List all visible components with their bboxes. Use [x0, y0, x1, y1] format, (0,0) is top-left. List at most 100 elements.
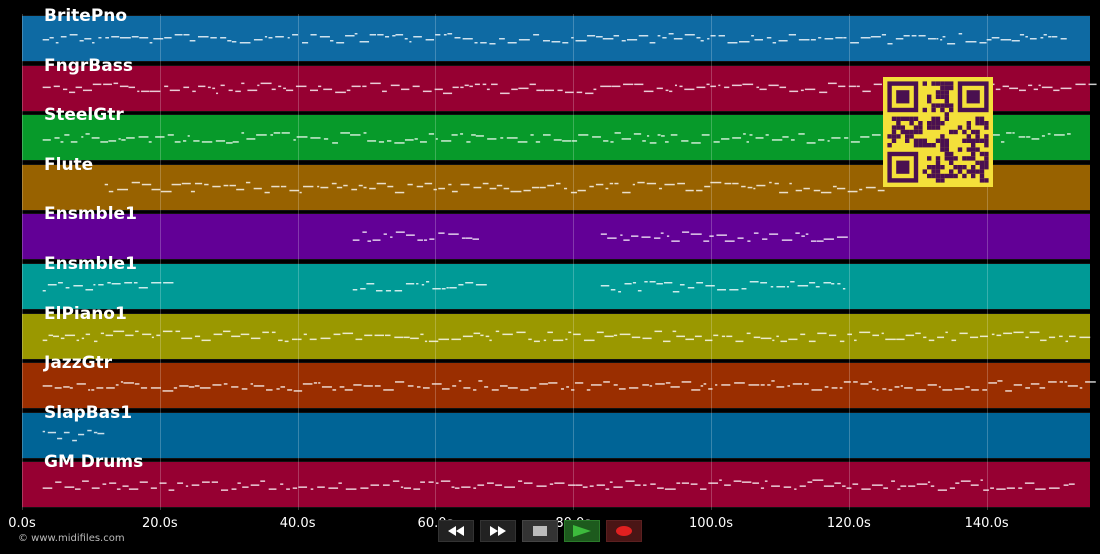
note-mark — [835, 37, 843, 39]
note-mark — [462, 335, 473, 338]
note-mark — [331, 182, 337, 185]
note-mark — [589, 185, 594, 188]
note-mark — [231, 488, 237, 490]
note-mark — [654, 237, 661, 239]
note-mark — [500, 137, 504, 139]
note-mark — [850, 141, 860, 143]
note-mark — [362, 231, 367, 233]
note-mark — [253, 385, 265, 387]
note-mark — [927, 481, 931, 483]
note-mark — [383, 233, 387, 235]
note-mark — [338, 482, 342, 484]
play-icon — [573, 525, 591, 537]
note-mark — [859, 331, 871, 334]
note-mark — [894, 386, 900, 388]
note-mark — [441, 288, 446, 290]
note-mark — [160, 190, 172, 193]
note-mark — [207, 86, 211, 89]
note-mark — [632, 183, 635, 186]
note-mark — [201, 339, 211, 342]
note-mark — [416, 283, 419, 285]
track-name: BritePno — [44, 6, 128, 26]
note-mark — [982, 389, 988, 391]
record-button[interactable] — [606, 520, 642, 542]
note-mark — [737, 237, 744, 239]
note-mark — [881, 332, 884, 335]
note-mark — [78, 433, 85, 436]
track-lane — [22, 362, 1090, 410]
note-mark — [774, 182, 779, 185]
note-mark — [848, 85, 856, 88]
note-mark — [250, 484, 260, 486]
note-mark — [1059, 335, 1063, 338]
note-mark — [54, 137, 60, 139]
note-mark — [900, 485, 907, 487]
note-mark — [611, 85, 621, 88]
note-mark — [406, 234, 415, 236]
note-mark — [960, 480, 971, 482]
note-mark — [741, 288, 747, 290]
note-mark — [543, 339, 547, 342]
note-mark — [395, 231, 405, 233]
note-mark — [432, 288, 441, 290]
note-mark — [831, 387, 838, 389]
note-mark — [317, 486, 325, 488]
note-mark — [562, 42, 569, 44]
note-mark — [555, 182, 561, 185]
note-mark — [72, 439, 77, 442]
note-mark — [859, 188, 863, 191]
note-mark — [164, 37, 172, 39]
note-mark — [1041, 135, 1045, 137]
note-mark — [471, 134, 476, 136]
note-mark — [504, 486, 515, 488]
fast-forward-button[interactable] — [480, 520, 516, 542]
stop-button[interactable] — [522, 520, 558, 542]
track-name: Ensmble1 — [44, 254, 137, 274]
note-mark — [619, 333, 631, 336]
time-tick-label: 140.0s — [964, 516, 1009, 531]
note-mark — [403, 336, 410, 339]
note-mark — [713, 334, 719, 337]
grid-line — [297, 14, 299, 510]
note-mark — [286, 488, 290, 490]
note-mark — [287, 37, 290, 39]
note-mark — [1038, 84, 1041, 87]
note-mark — [474, 83, 480, 86]
note-mark — [852, 483, 859, 485]
note-mark — [434, 88, 443, 91]
note-mark — [93, 340, 98, 343]
note-mark — [760, 384, 765, 386]
note-mark — [903, 35, 910, 37]
play-button[interactable] — [564, 520, 600, 542]
note-mark — [486, 88, 490, 91]
note-mark — [319, 36, 330, 38]
note-mark — [183, 86, 190, 89]
note-mark — [1025, 387, 1031, 389]
note-mark — [949, 487, 956, 489]
note-mark — [79, 40, 84, 42]
note-mark — [330, 40, 334, 42]
note-mark — [806, 142, 816, 144]
note-mark — [264, 36, 268, 38]
note-mark — [53, 335, 59, 338]
note-mark — [138, 136, 149, 138]
rewind-button[interactable] — [438, 520, 474, 542]
note-mark — [141, 183, 152, 186]
note-mark — [293, 390, 303, 392]
note-mark — [732, 137, 742, 139]
note-mark — [776, 386, 785, 388]
note-mark — [394, 381, 405, 383]
note-mark — [731, 84, 742, 87]
note-mark — [231, 335, 241, 338]
note-mark — [428, 133, 435, 135]
note-mark — [553, 139, 562, 141]
note-mark — [100, 332, 104, 335]
note-mark — [860, 383, 869, 385]
note-mark — [491, 389, 499, 391]
note-mark — [473, 487, 477, 489]
note-mark — [979, 335, 988, 338]
note-mark — [168, 489, 175, 491]
note-mark — [1041, 86, 1053, 89]
note-mark — [116, 488, 121, 490]
